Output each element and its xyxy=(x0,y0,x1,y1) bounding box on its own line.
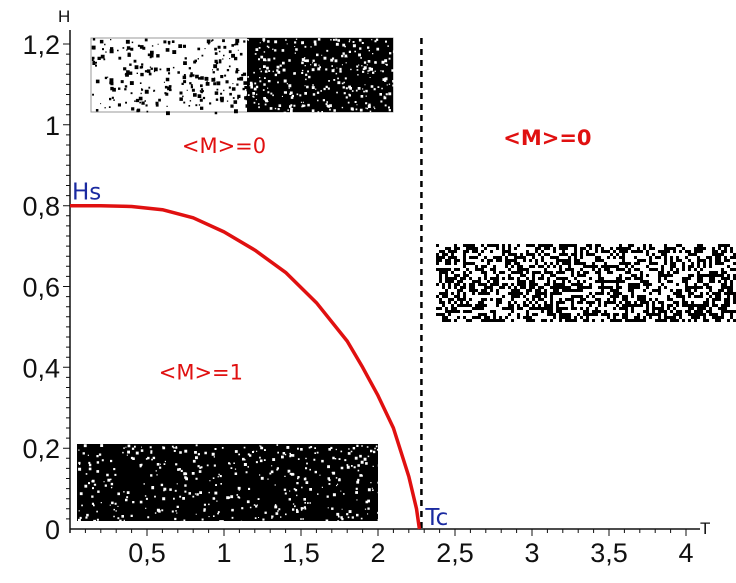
inset-white-specks xyxy=(78,444,381,524)
x-tick-label: 2,5 xyxy=(436,538,474,568)
axis-ticks xyxy=(63,43,687,536)
inset-black-domain xyxy=(247,38,393,112)
x-tick-label: 4 xyxy=(678,538,693,568)
x-tick-label: 2 xyxy=(370,538,385,568)
mixed-domains-inset xyxy=(90,37,396,116)
y-tick-label: 0,8 xyxy=(22,192,60,222)
phase-boundary-curve xyxy=(70,203,422,530)
x-tick-label: 1 xyxy=(216,538,231,568)
x-tick-label: 3,5 xyxy=(590,538,628,568)
y-tick-label: 0,6 xyxy=(22,273,60,303)
inset-black-spots xyxy=(91,38,250,116)
tc-label: Tc xyxy=(424,505,448,531)
x-tick-label: 0,5 xyxy=(128,538,166,568)
y-tick-label: 1 xyxy=(45,111,60,141)
text-labels: Hs Tc <M>=0 <M>=0 <M>=1 xyxy=(72,126,592,531)
hs-label: Hs xyxy=(72,180,101,206)
axes: 0,5 1 1,5 2 2,5 3 3,5 4 0 0,2 0,4 0,6 0,8 1 1,2 T H xyxy=(22,7,710,568)
region-label: <M>=0 xyxy=(182,134,266,158)
region-label: <M>=1 xyxy=(159,360,243,384)
x-tick-label: 3 xyxy=(524,538,539,568)
y-tick-label: 1,2 xyxy=(22,30,60,60)
ordered-inset xyxy=(77,444,381,524)
region-label: <M>=0 xyxy=(503,126,591,150)
y-tick-label: 0,2 xyxy=(22,434,60,464)
inset-images xyxy=(77,37,736,524)
y-tick-label: 0 xyxy=(45,515,60,545)
y-tick-label: 0,4 xyxy=(22,353,60,383)
plot-marks xyxy=(70,38,423,530)
y-axis-label: H xyxy=(58,7,70,26)
disordered-inset xyxy=(436,244,736,322)
inset-noise xyxy=(436,244,736,322)
x-axis-label: T xyxy=(700,519,710,538)
x-tick-label: 1,5 xyxy=(282,538,320,568)
